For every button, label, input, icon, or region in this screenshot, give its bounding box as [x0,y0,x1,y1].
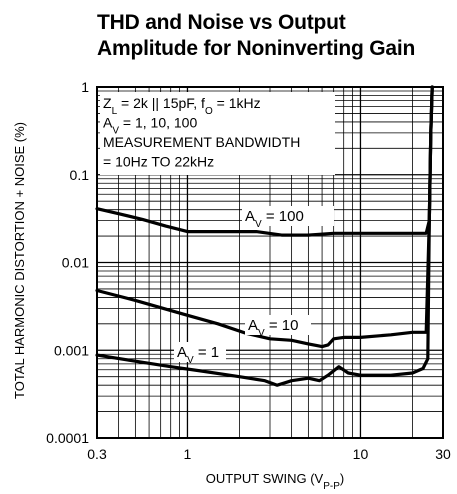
series-label-bg [245,315,311,335]
chart-title-line-2: Amplitude for Noninverting Gain [97,37,416,60]
y-tick-label: 1 [81,79,89,95]
x-tick-label: 1 [184,446,192,462]
y-tick-label: 0.1 [70,167,90,183]
series-label-bg [174,342,226,362]
y-tick-label: 0.001 [54,342,89,358]
plot-frame [96,86,444,439]
y-tick-label: 0.01 [62,255,89,271]
series-label-3: AV = 1 [177,344,219,366]
series-label-2: AV = 10 [248,317,298,339]
series-label-1: AV = 100 [245,208,304,230]
series-line-2 [95,85,434,349]
x-axis-label: OUTPUT SWING (VP-P) [206,471,345,492]
x-tick-label: 30 [435,446,451,462]
chart-title-line-1: THD and Noise vs Output [97,11,346,34]
condition-line: = 10Hz TO 22kHz [103,154,214,170]
y-tick-label: 0.0001 [46,430,89,446]
conditions-box [100,92,335,175]
x-tick-label: 0.3 [87,446,107,462]
axis-labels: OUTPUT SWING (VP-P) TOTAL HARMONIC DISTOR… [12,122,344,492]
series-labels: AV = 100 AV = 10 AV = 1 [174,206,334,366]
data-series [95,85,434,387]
series-label-bg [242,206,334,226]
series-line-3 [95,85,434,387]
condition-line: MEASUREMENT BANDWIDTH [103,134,300,150]
x-tick-label: 10 [353,446,369,462]
condition-line: ZL = 2k || 15pF, fO = 1kHz [103,95,261,117]
y-axis-label: TOTAL HARMONIC DISTORTION + NOISE (%) [12,122,27,399]
condition-line: AV = 1, 10, 100 [103,115,197,137]
